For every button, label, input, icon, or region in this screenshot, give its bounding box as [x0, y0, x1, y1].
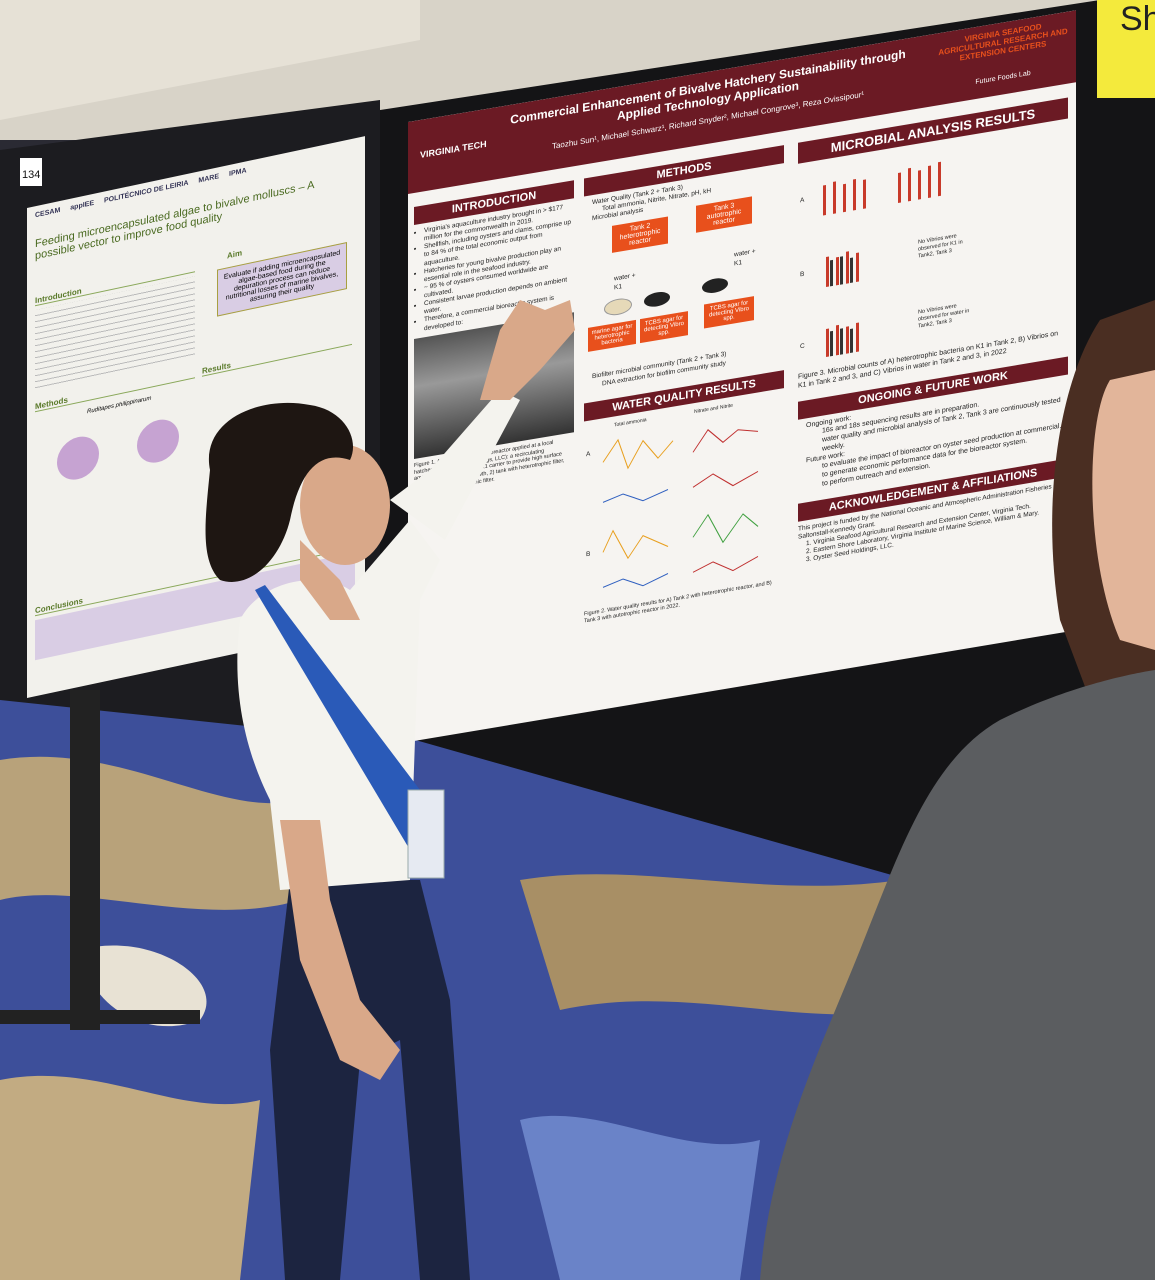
plot-line	[602, 572, 669, 588]
carpet-pattern	[520, 874, 940, 1015]
viewer-face	[1092, 370, 1155, 650]
plot-line	[692, 555, 759, 573]
right-poster: VIRGINIA TECH Commercial Enhancement of …	[408, 10, 1076, 742]
plot-line	[692, 470, 759, 488]
hair	[205, 402, 354, 582]
carpet-pattern	[80, 945, 207, 1027]
neck	[300, 540, 360, 620]
badge	[407, 789, 445, 879]
lower-arm	[280, 820, 400, 1080]
carpet-pattern	[520, 1115, 760, 1280]
stand-leg	[70, 690, 100, 1030]
board-number-card	[20, 158, 42, 186]
hand	[480, 300, 575, 400]
line-plots	[602, 428, 759, 588]
sign-text: Sh	[1120, 0, 1155, 38]
face	[300, 445, 390, 565]
plot-line	[692, 428, 759, 453]
plot-line	[692, 512, 759, 543]
bars	[830, 256, 853, 357]
ceiling-panel	[0, 0, 420, 120]
bar-plots	[823, 161, 941, 358]
plot-line	[602, 438, 674, 470]
board-number: 134	[22, 169, 40, 181]
raised-arm	[390, 390, 520, 540]
bars	[823, 161, 941, 358]
lanyard	[255, 585, 430, 870]
viewer	[760, 300, 1155, 1280]
carpet-pattern	[0, 1075, 260, 1280]
presenter	[205, 300, 575, 1280]
sweater	[760, 670, 1155, 1280]
plot-line	[602, 529, 669, 559]
plot-line	[602, 488, 669, 503]
yellow-sign	[1097, 0, 1155, 98]
stand-base	[0, 1010, 200, 1024]
